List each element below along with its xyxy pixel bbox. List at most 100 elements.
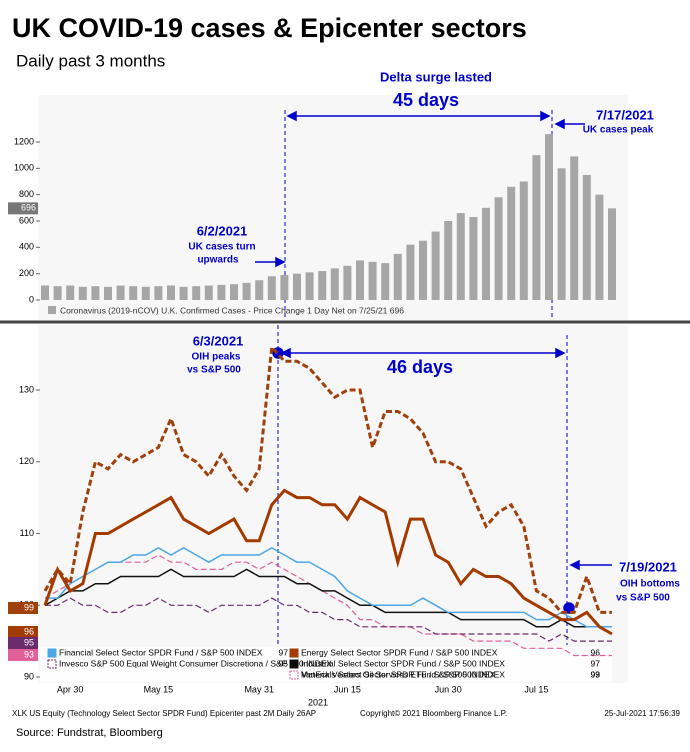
bar: [154, 286, 163, 300]
legend-value: 97: [279, 647, 289, 657]
x-tick-label: Jul 15: [524, 684, 548, 694]
bar: [431, 231, 440, 300]
y-tick-label: 200: [19, 268, 34, 278]
value-tag: [8, 637, 38, 649]
legend-label: Financial Select Sector SPDR Fund / S&P …: [59, 647, 263, 657]
x-tick-label: Apr 30: [57, 684, 84, 694]
chart-title: UK COVID-19 cases & Epicenter sectors: [12, 13, 527, 43]
x-tick-label: May 31: [244, 684, 274, 694]
series-line: [45, 547, 612, 628]
legend-label: Invesco S&P 500 Equal Weight Consumer Di…: [59, 658, 332, 668]
y-tick-label: 400: [19, 242, 34, 252]
y-tick-label: 1200: [14, 136, 34, 146]
value-tag-label: 93: [24, 649, 34, 659]
bar: [507, 186, 516, 300]
x-tick-label: Jun 15: [334, 684, 361, 694]
value-tag: [8, 602, 38, 614]
bar: [393, 253, 402, 300]
bar: [192, 286, 201, 300]
y-tick-label: 110: [20, 528, 34, 538]
series-line: [44, 554, 612, 657]
legend-swatch: [289, 648, 299, 658]
bar: [356, 260, 364, 300]
bar: [305, 272, 314, 300]
bar: [242, 282, 251, 300]
bar: [91, 286, 100, 300]
bar: [570, 156, 579, 300]
legend-swatch: [47, 648, 57, 658]
value-tag: [8, 202, 38, 215]
series-line: [45, 597, 612, 642]
bar: [469, 217, 478, 300]
legend-swatch: [289, 670, 299, 680]
annotation: vs S&P 500: [616, 593, 670, 604]
annotation: UK cases peak: [583, 125, 654, 136]
bar: [545, 134, 553, 300]
bar: [116, 285, 125, 300]
bar: [557, 168, 566, 300]
bar: [343, 265, 352, 300]
legend-swatch: [289, 659, 299, 669]
x-tick-label: May 15: [144, 684, 174, 694]
legend-swatch: [47, 659, 57, 669]
annotation: OIH bottoms: [620, 579, 680, 590]
bar: [595, 194, 604, 300]
series-line: [43, 488, 613, 636]
series-line: [43, 343, 612, 614]
bar: [419, 240, 427, 300]
y-tick-label: 0: [29, 294, 34, 304]
legend-value: 99: [591, 669, 601, 679]
bar: [217, 284, 226, 300]
footer-right: 25-Jul-2021 17:56:39: [604, 709, 680, 718]
value-tag-label: 99: [24, 602, 34, 612]
bar: [582, 174, 591, 300]
y-tick-label: 600: [19, 215, 34, 225]
annotation: 6/2/2021: [197, 223, 248, 238]
bar: [608, 208, 616, 300]
value-tag-label: 96: [24, 626, 34, 636]
bar: [456, 213, 465, 300]
bar: [78, 286, 87, 300]
bar: [66, 285, 75, 300]
legend-label: Energy Select Sector SPDR Fund / S&P 500…: [301, 647, 498, 657]
bar: [230, 284, 238, 300]
footer-left: XLK US Equity (Technology Select Sector …: [12, 709, 316, 718]
value-tag-label: 95: [24, 637, 34, 647]
value-tag: [8, 649, 38, 661]
annotation: vs S&P 500: [187, 365, 241, 376]
y-tick-label: 1000: [14, 163, 34, 173]
y-tick-label: 130: [19, 384, 34, 394]
annotation: 6/3/2021: [193, 333, 244, 348]
legend-box: [40, 647, 612, 682]
footer-middle: Copyright© 2021 Bloomberg Finance L.P.: [360, 709, 507, 718]
source: Source: Fundstrat, Bloomberg: [16, 727, 163, 739]
bar: [129, 286, 138, 300]
legend-value: 96: [591, 647, 601, 657]
bar: [293, 273, 301, 300]
bar: [318, 271, 327, 300]
bar: [444, 221, 453, 300]
y-tick-label: 120: [19, 456, 34, 466]
bar: [330, 268, 339, 300]
bar: [406, 244, 415, 300]
value-tag: [8, 626, 38, 638]
y-tick-label: 90: [24, 671, 34, 681]
annotation: UK cases turn: [188, 242, 255, 253]
annotation: 46 days: [387, 357, 453, 377]
bar: [204, 285, 213, 300]
bar: [255, 280, 264, 300]
bar: [53, 286, 62, 300]
annotation: 45 days: [393, 90, 459, 110]
series-line: [44, 568, 612, 628]
annotation: 7/17/2021: [596, 107, 654, 122]
annotation: Delta surge lasted: [380, 69, 492, 84]
legend-swatch: [48, 306, 56, 314]
annotation: OIH peaks: [192, 352, 241, 363]
y-tick-label: 800: [19, 189, 34, 199]
bar: [167, 285, 175, 300]
legend-label: Industrial Select Sector SPDR Fund / S&P…: [301, 658, 505, 668]
bar: [104, 286, 112, 300]
legend-label: Materials Select Sector SPDR Fund / S&P …: [301, 669, 505, 679]
bar: [519, 181, 528, 300]
